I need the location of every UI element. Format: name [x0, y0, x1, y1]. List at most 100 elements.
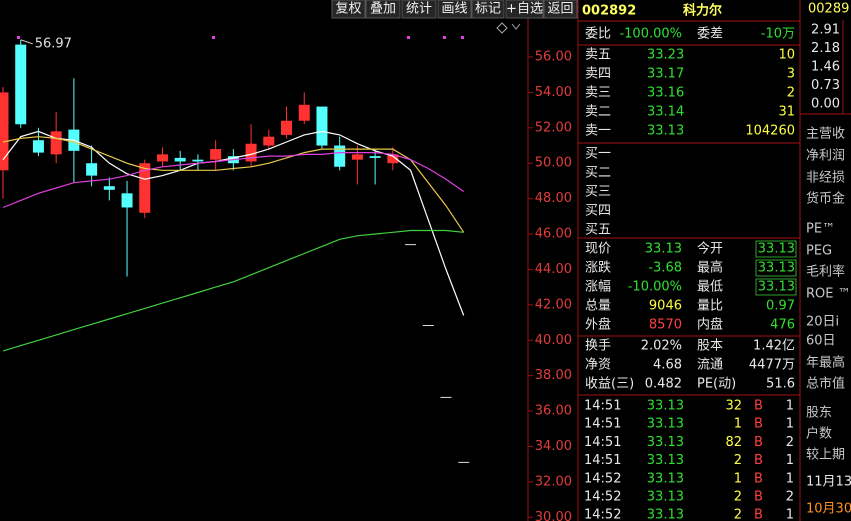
toolbar-button[interactable]	[331, 0, 366, 19]
trade-price: 33.13	[647, 453, 684, 468]
candle-body	[156, 154, 168, 162]
side-label: 20日i	[806, 315, 839, 330]
toolbar-label: 复权	[335, 1, 361, 17]
candle-body	[334, 145, 346, 167]
trade-price: 33.13	[647, 490, 684, 505]
trade-count: 1	[786, 399, 794, 414]
trade-price: 33.13	[647, 508, 684, 521]
candle-body	[245, 143, 257, 162]
trade-price: 33.13	[647, 435, 684, 450]
candle-body	[281, 120, 293, 135]
ask-label: 卖三	[585, 86, 611, 101]
icon	[511, 23, 521, 30]
ask-price: 33.16	[647, 86, 684, 101]
trade-side: B	[754, 490, 763, 505]
side-tick: 2.18	[811, 41, 840, 56]
value: -3.68	[648, 261, 682, 276]
value: 8570	[649, 318, 682, 333]
side-label: 总市值	[806, 376, 845, 392]
toolbar-label: 标记	[475, 2, 501, 17]
trade-price: 33.13	[647, 471, 684, 486]
trade-time: 14:51	[584, 417, 621, 432]
candle-body	[316, 106, 328, 146]
candle-body	[298, 104, 310, 121]
candle-body	[351, 154, 363, 160]
label: 换手	[585, 339, 611, 354]
y-tick-label: 44.00	[535, 262, 572, 277]
y-tick-label: 40.00	[535, 333, 572, 348]
candle-body	[387, 154, 399, 164]
toolbar-button[interactable]	[471, 0, 505, 19]
trade-time: 14:51	[584, 453, 621, 468]
candle-body	[440, 396, 452, 398]
side-label: PE™	[806, 222, 835, 237]
candle-body	[50, 131, 62, 155]
y-tick-label: 46.00	[535, 227, 572, 242]
toolbar-button[interactable]	[437, 0, 472, 19]
value: 1.42亿	[753, 339, 795, 354]
ask-label: 卖二	[585, 105, 611, 120]
event-markers	[17, 36, 464, 39]
y-tick-label: 50.00	[535, 156, 572, 171]
toolbar-button[interactable]	[401, 0, 437, 19]
high-label: 56.97	[35, 36, 72, 51]
y-tick-label: 42.00	[535, 297, 572, 312]
value: 2.02%	[641, 339, 682, 354]
value-box	[755, 259, 797, 277]
toolbar-button[interactable]	[543, 0, 578, 19]
label: PE(动)	[697, 377, 736, 392]
value: -100.00%	[619, 27, 682, 42]
candle-body	[15, 44, 27, 125]
value: 9046	[649, 299, 682, 314]
trade-side: B	[754, 471, 763, 486]
trade-count: 1	[786, 508, 794, 521]
toolbar-label: 叠加	[370, 2, 396, 17]
toolbar-button[interactable]	[505, 0, 544, 19]
moving-average	[2, 229, 464, 352]
y-tick-label: 52.00	[535, 120, 572, 135]
y-tick-label: 56.00	[535, 50, 572, 65]
toolbar-label: 统计	[406, 2, 432, 17]
trade-time: 14:51	[584, 435, 621, 450]
trade-count: 1	[786, 453, 794, 468]
side-label: 非经损	[806, 171, 845, 186]
trade-volume: 32	[725, 399, 742, 414]
label: 量比	[697, 299, 723, 314]
y-tick-label: 30.00	[535, 510, 572, 521]
value: 0.482	[645, 377, 682, 392]
value: -10万	[761, 27, 795, 42]
value-box	[755, 240, 797, 258]
candle-body	[32, 140, 44, 153]
trade-count: 2	[786, 435, 794, 450]
icon	[496, 22, 508, 34]
toolbar-button[interactable]	[365, 0, 401, 19]
label: 委比	[585, 27, 611, 42]
label: 最低	[697, 280, 723, 295]
y-tick-label: 48.00	[535, 191, 572, 206]
side-label: 毛利率	[806, 264, 845, 280]
trade-price: 33.13	[647, 399, 684, 414]
value: 0.97	[766, 299, 795, 314]
label: 股本	[697, 339, 723, 354]
candle-body	[139, 163, 151, 213]
trade-side: B	[754, 399, 763, 414]
value: 33.13	[758, 280, 795, 295]
bid-label: 买二	[585, 166, 611, 181]
y-tick-label: 38.00	[535, 368, 572, 383]
trade-count: 1	[786, 471, 794, 486]
side-label: ROE ™	[806, 287, 851, 302]
label: 收益(三)	[585, 377, 634, 392]
trade-side: B	[754, 508, 763, 521]
trade-volume: 1	[734, 417, 742, 432]
y-tick-label: 36.00	[535, 404, 572, 419]
ask-volume: 10	[778, 48, 795, 63]
label: 外盘	[585, 317, 611, 333]
bid-label: 买四	[585, 204, 611, 219]
side-label: 净利润	[806, 149, 845, 164]
ask-volume: 3	[787, 67, 795, 82]
trade-volume: 82	[725, 435, 742, 450]
candle-body	[263, 136, 275, 146]
trade-volume: 2	[734, 453, 742, 468]
stock-code: 002892	[582, 4, 636, 19]
